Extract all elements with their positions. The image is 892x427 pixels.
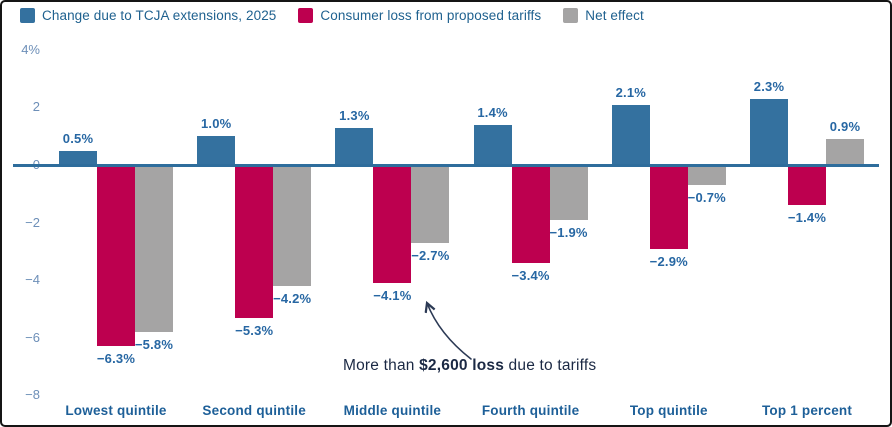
legend-item: Change due to TCJA extensions, 2025	[20, 8, 276, 23]
bar-value-label: 0.5%	[62, 130, 94, 146]
bar-tariff	[649, 165, 688, 249]
y-axis-tick-label: −2	[25, 214, 40, 230]
bar-tariff	[235, 165, 274, 318]
bar-net	[411, 165, 450, 243]
category-label: Top 1 percent	[761, 403, 853, 418]
bar-net	[135, 165, 173, 333]
legend: Change due to TCJA extensions, 2025 Consu…	[20, 8, 644, 23]
bar-net	[273, 165, 312, 286]
category-label: Fourth quintile	[481, 403, 580, 418]
bar-tcja	[750, 98, 788, 167]
legend-label: Consumer loss from proposed tariffs	[320, 8, 542, 23]
bar-value-label: −5.3%	[235, 322, 274, 338]
bar-net	[826, 139, 864, 167]
bar-tcja	[197, 136, 236, 167]
bar-value-label: 0.9%	[829, 119, 861, 135]
legend-label: Net effect	[585, 8, 644, 23]
bar-value-label: −0.7%	[687, 190, 726, 206]
y-axis-tick-label: 4%	[21, 41, 40, 57]
legend-swatch	[563, 8, 579, 23]
bar-value-label: −2.9%	[649, 253, 688, 269]
annotation-bold: $2,600 loss	[419, 357, 505, 374]
bar-value-label: −1.9%	[549, 224, 588, 240]
bar-tariff	[511, 165, 550, 263]
annotation-suffix: due to tariffs	[504, 357, 597, 374]
annotation-text: More than $2,600 loss due to tariffs	[343, 357, 596, 375]
bar-value-label: −5.8%	[134, 337, 174, 353]
legend-swatch	[20, 8, 35, 23]
category-label: Second quintile	[202, 403, 306, 418]
bar-tcja	[611, 104, 650, 167]
category-label: Middle quintile	[343, 403, 442, 418]
bar-value-label: 2.3%	[753, 78, 785, 94]
y-axis-tick-label: −8	[25, 387, 40, 403]
bar-value-label: 1.0%	[200, 116, 232, 132]
category-label: Lowest quintile	[65, 403, 167, 418]
y-axis-tick-label: 2	[32, 99, 40, 115]
zero-axis-line	[13, 164, 879, 167]
bar-value-label: −2.7%	[411, 247, 450, 263]
bar-value-label: −4.1%	[373, 288, 412, 304]
y-axis-tick-label: −6	[25, 329, 40, 345]
bar-tcja	[473, 124, 512, 167]
bar-value-label: 1.3%	[339, 107, 370, 123]
y-axis-tick-label: −4	[25, 272, 40, 288]
bar-tcja	[335, 127, 374, 167]
bar-tariff	[373, 165, 412, 284]
bar-value-label: −4.2%	[273, 290, 312, 306]
bar-value-label: −6.3%	[96, 351, 136, 367]
category-label: Top quintile	[629, 403, 708, 418]
legend-label: Change due to TCJA extensions, 2025	[42, 8, 277, 23]
legend-item: Consumer loss from proposed tariffs	[298, 8, 541, 23]
legend-swatch	[298, 8, 314, 23]
bar-tariff	[788, 165, 826, 206]
bar-net	[687, 165, 726, 186]
bar-tcja	[59, 150, 97, 167]
bar-tariff	[97, 165, 135, 347]
bar-value-label: −3.4%	[511, 267, 550, 283]
annotation-prefix: More than	[343, 357, 420, 374]
bar-value-label: 1.4%	[477, 104, 508, 120]
bar-net	[549, 165, 588, 220]
bar-value-label: −1.4%	[787, 210, 827, 226]
legend-item: Net effect	[563, 8, 644, 23]
bar-value-label: 2.1%	[615, 84, 647, 100]
